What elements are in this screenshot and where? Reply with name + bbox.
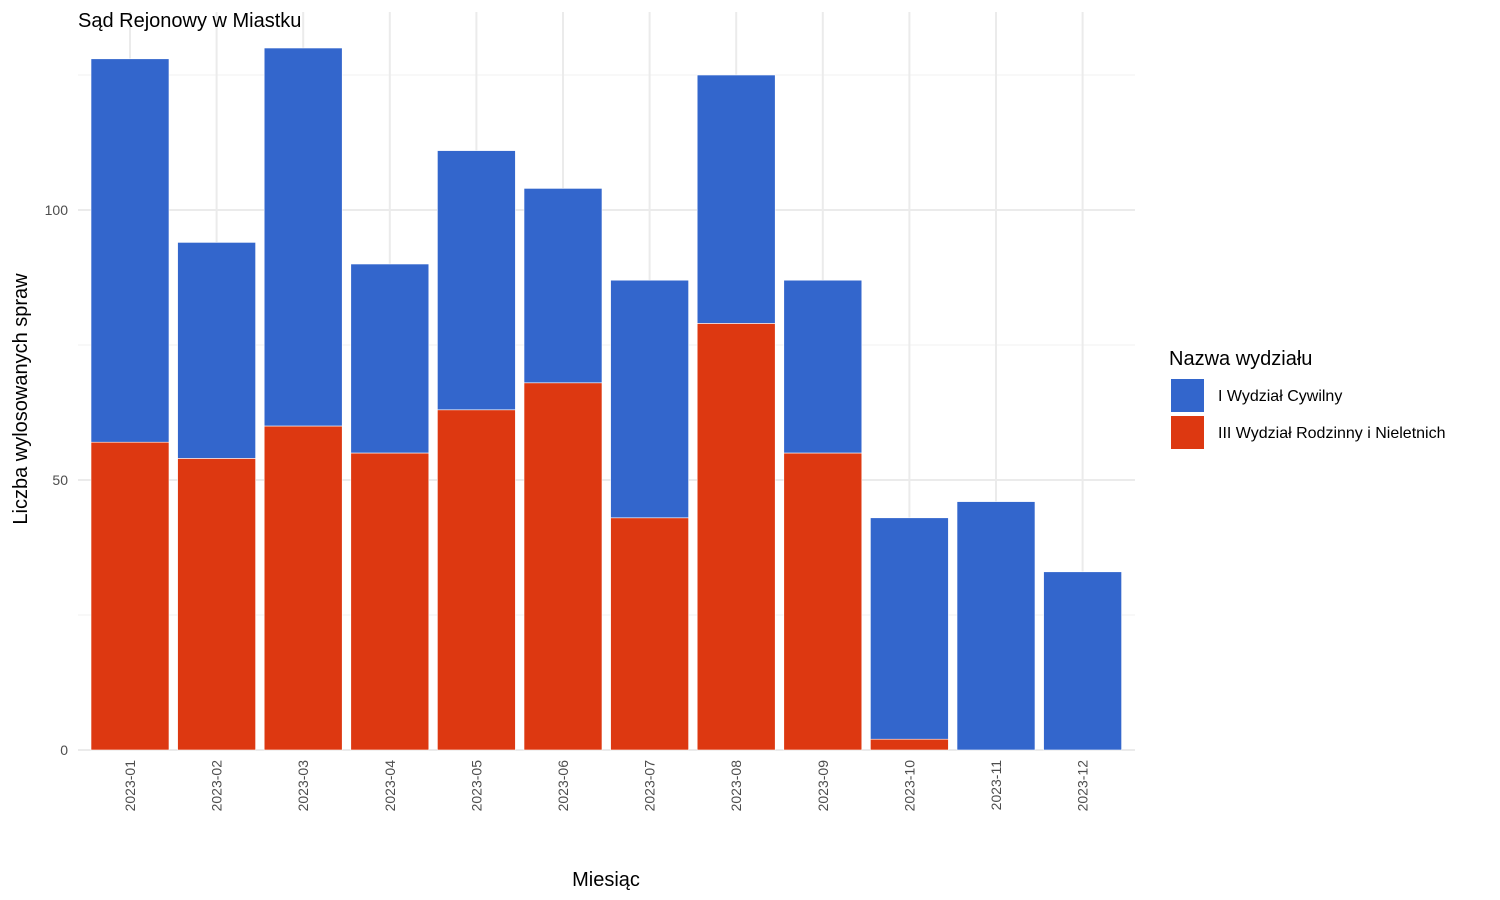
y-tick-label: 0: [60, 742, 68, 758]
legend-items: I Wydział Cywilny III Wydział Rodzinny i …: [1171, 379, 1446, 449]
bar-segment-rodzinny-2023-04: [350, 452, 430, 751]
x-axis-ticks: 2023-01 2023-02 2023-03 2023-04 2023-05 2023-…: [122, 760, 1091, 812]
bar-segment-cywilny-2023-09: [783, 279, 863, 454]
bar-segment-rodzinny-2023-07: [610, 517, 689, 751]
bar-segment-cywilny-2023-08: [696, 74, 776, 324]
bar-segment-cywilny-2023-06: [523, 188, 603, 384]
bar-segment-rodzinny-2023-02: [177, 458, 256, 751]
legend-title: Nazwa wydziału: [1169, 348, 1312, 370]
x-tick-label: 2023-07: [642, 760, 658, 812]
y-tick-label: 100: [45, 202, 69, 218]
bar-segment-rodzinny-2023-10: [870, 738, 949, 751]
x-tick-label: 2023-04: [382, 760, 398, 812]
x-tick-label: 2023-06: [555, 760, 571, 812]
x-tick-label: 2023-02: [209, 760, 225, 812]
y-axis-title: Liczba wylosowanych spraw: [10, 273, 32, 525]
legend-label: III Wydział Rodzinny i Nieletnich: [1218, 425, 1446, 442]
legend: Nazwa wydziału I Wydział Cywilny III Wydz…: [1169, 348, 1446, 449]
x-tick-label: 2023-01: [122, 760, 138, 812]
bar-segment-rodzinny-2023-05: [437, 409, 516, 751]
bar-segment-cywilny-2023-01: [90, 58, 170, 443]
bar-segment-rodzinny-2023-08: [696, 323, 776, 751]
bar-segment-rodzinny-2023-09: [783, 452, 863, 751]
y-tick-label: 50: [52, 472, 68, 488]
bar-segment-cywilny-2023-02: [177, 242, 256, 459]
legend-label: I Wydział Cywilny: [1218, 388, 1342, 405]
x-tick-label: 2023-08: [728, 760, 744, 812]
bar-segment-cywilny-2023-07: [610, 279, 689, 519]
x-tick-label: 2023-11: [988, 760, 1004, 811]
x-tick-label: 2023-12: [1075, 760, 1091, 812]
bar-segment-cywilny-2023-03: [263, 47, 343, 427]
chart-title: Sąd Rejonowy w Miastku: [78, 10, 301, 32]
bars-layer: [90, 47, 1122, 751]
bar-segment-cywilny-2023-10: [870, 517, 949, 740]
x-tick-label: 2023-03: [295, 760, 311, 812]
x-axis-title: Miesiąc: [572, 869, 640, 891]
legend-swatch: [1171, 416, 1204, 449]
bar-segment-rodzinny-2023-01: [90, 441, 170, 751]
bar-segment-rodzinny-2023-03: [263, 425, 343, 751]
bar-segment-cywilny-2023-04: [350, 263, 430, 454]
bar-segment-cywilny-2023-05: [437, 150, 516, 411]
bar-segment-rodzinny-2023-06: [523, 382, 603, 751]
y-axis-ticks: 0 50 100: [45, 202, 69, 758]
bar-segment-cywilny-2023-11: [956, 501, 1036, 751]
x-tick-label: 2023-09: [815, 760, 831, 812]
legend-swatch: [1171, 379, 1204, 412]
bar-segment-cywilny-2023-12: [1043, 571, 1122, 751]
x-tick-label: 2023-10: [901, 760, 917, 812]
x-tick-label: 2023-05: [468, 760, 484, 812]
